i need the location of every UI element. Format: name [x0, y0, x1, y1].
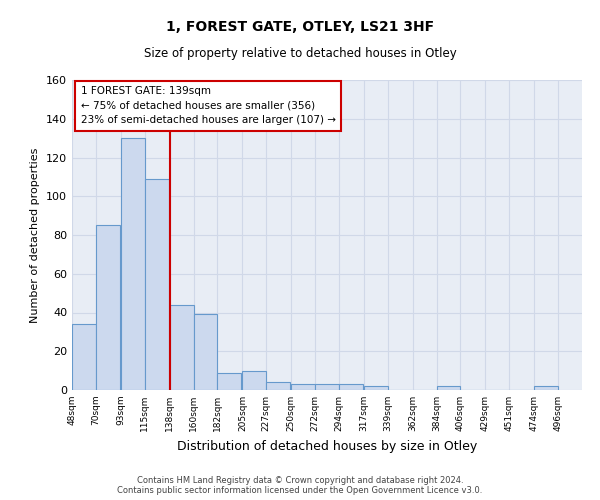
Bar	[291, 384, 315, 390]
Bar	[437, 386, 460, 390]
Bar	[170, 304, 194, 390]
Bar	[145, 179, 169, 390]
Bar	[364, 386, 388, 390]
Bar	[194, 314, 217, 390]
Y-axis label: Number of detached properties: Number of detached properties	[31, 148, 40, 322]
Bar	[217, 372, 241, 390]
Bar	[121, 138, 145, 390]
Text: Size of property relative to detached houses in Otley: Size of property relative to detached ho…	[143, 48, 457, 60]
Bar	[72, 324, 96, 390]
Bar	[266, 382, 290, 390]
Text: Contains HM Land Registry data © Crown copyright and database right 2024.
Contai: Contains HM Land Registry data © Crown c…	[118, 476, 482, 495]
Bar	[315, 384, 339, 390]
X-axis label: Distribution of detached houses by size in Otley: Distribution of detached houses by size …	[177, 440, 477, 452]
Bar	[339, 384, 363, 390]
Text: 1, FOREST GATE, OTLEY, LS21 3HF: 1, FOREST GATE, OTLEY, LS21 3HF	[166, 20, 434, 34]
Bar	[242, 370, 266, 390]
Text: 1 FOREST GATE: 139sqm
← 75% of detached houses are smaller (356)
23% of semi-det: 1 FOREST GATE: 139sqm ← 75% of detached …	[80, 86, 335, 126]
Bar	[534, 386, 558, 390]
Bar	[96, 226, 120, 390]
